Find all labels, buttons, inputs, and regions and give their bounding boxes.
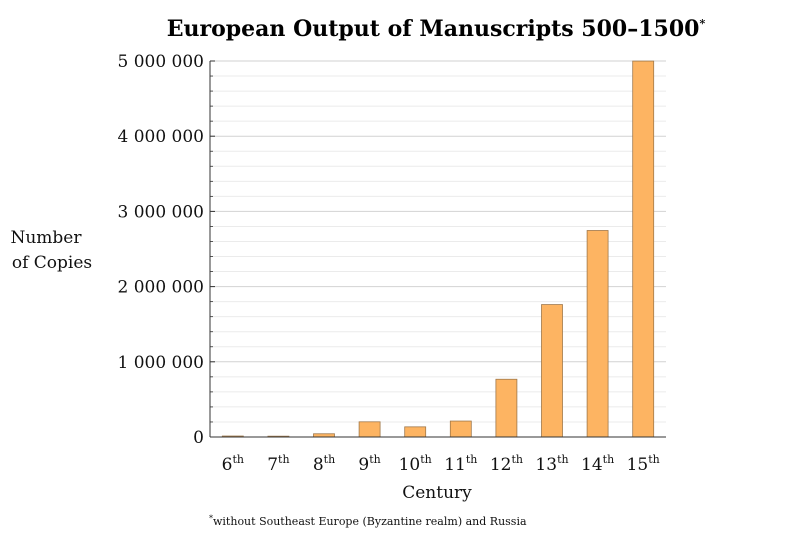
x-tick-label: 15th [627, 453, 660, 475]
x-tick-suffix: th [278, 453, 290, 466]
bar [586, 230, 609, 438]
x-tick-label: 13th [535, 453, 568, 475]
y-tick-label: 2 000 000 [117, 278, 204, 298]
bar [632, 60, 655, 438]
y-tick-label: 5 000 000 [117, 52, 204, 72]
bar [404, 426, 427, 438]
y-tick-label: 3 000 000 [117, 202, 204, 222]
x-tick-label: 6th [222, 453, 244, 475]
x-tick-suffix: th [648, 453, 660, 466]
x-tick-label: 8th [313, 453, 335, 475]
x-tick-label: 12th [490, 453, 523, 475]
x-tick-suffix: th [511, 453, 523, 466]
x-tick-number: 10 [399, 455, 421, 475]
x-tick-suffix: th [324, 453, 336, 466]
y-tick-label: 0 [193, 428, 204, 448]
x-tick-number: 11 [444, 455, 466, 475]
x-axis-label: Century [402, 483, 472, 503]
footnote-text: without Southeast Europe (Byzantine real… [213, 515, 527, 528]
x-tick-number: 9 [358, 455, 369, 475]
x-tick-labels: 6th 7th 8th 9th 10th 11th 12th 13th 14th 15th [222, 453, 660, 475]
x-tick-label: 14th [581, 453, 614, 475]
x-tick-label: 9th [358, 453, 380, 475]
x-tick-number: 8 [313, 455, 324, 475]
x-tick-number: 12 [490, 455, 512, 475]
footnote: *without Southeast Europe (Byzantine rea… [209, 514, 527, 528]
x-tick-label: 10th [399, 453, 432, 475]
x-tick-number: 6 [222, 455, 233, 475]
y-axis-label-line1: Number [10, 228, 82, 248]
bar [495, 378, 518, 438]
x-tick-number: 14 [581, 455, 603, 475]
y-axis-label-line2: of Copies [12, 253, 92, 273]
bar-layer [221, 60, 655, 438]
x-tick-label: 11th [444, 453, 477, 475]
x-tick-number: 13 [535, 455, 557, 475]
y-tick-labels: 0 1 000 000 2 000 000 3 000 000 4 000 000 5 0… [117, 52, 204, 448]
bar [449, 420, 472, 438]
axis-layer [209, 60, 666, 438]
footnote-mark: * [209, 514, 213, 523]
x-tick-number: 15 [627, 455, 649, 475]
x-tick-suffix: th [557, 453, 569, 466]
bar [541, 304, 563, 438]
x-tick-suffix: th [420, 453, 432, 466]
x-tick-number: 7 [267, 455, 278, 475]
bar [358, 421, 381, 438]
x-tick-suffix: th [603, 453, 615, 466]
chart-title-mark: * [699, 17, 705, 30]
chart-title-text: European Output of Manuscripts 500–1500 [167, 16, 700, 42]
x-tick-suffix: th [466, 453, 478, 466]
x-tick-label: 7th [267, 453, 289, 475]
y-tick-label: 4 000 000 [117, 127, 204, 147]
x-tick-suffix: th [369, 453, 381, 466]
chart-title: European Output of Manuscripts 500–1500* [167, 16, 706, 42]
x-tick-suffix: th [232, 453, 244, 466]
y-tick-label: 1 000 000 [117, 353, 204, 373]
